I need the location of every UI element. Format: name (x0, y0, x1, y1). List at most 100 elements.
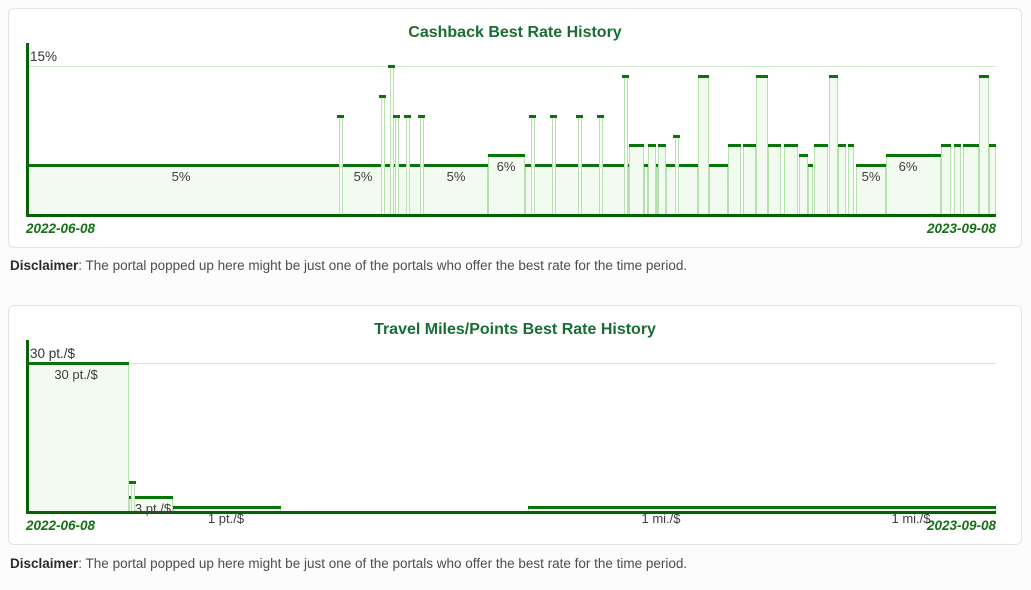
rate-value-label: 1 mi./$ (891, 511, 931, 527)
step-edge (886, 156, 887, 216)
step-edge (656, 166, 657, 216)
rate-value-label: 3 pt./$ (134, 501, 172, 517)
disclaimer-label: Disclaimer (10, 258, 79, 273)
step-edge (727, 166, 728, 216)
rate-spike-cap (597, 114, 604, 118)
y-axis (26, 43, 29, 217)
step-edge (808, 166, 809, 216)
step-edge (838, 146, 839, 216)
step-edge (856, 166, 857, 216)
step-edge (658, 146, 659, 216)
step-fill (644, 166, 648, 216)
step-edge (812, 166, 813, 216)
step-fill (666, 166, 698, 216)
rate-spike-cap (622, 74, 629, 78)
step-line (808, 164, 813, 168)
step-fill (886, 156, 941, 216)
step-fill (528, 508, 996, 513)
step-line (728, 144, 741, 148)
step-line (656, 164, 658, 168)
step-fill (26, 166, 488, 216)
travel-rate-chart: 30 pt./$ 30 pt./$ 3 pt./$ 1 pt./$ 1 mi./$ 1 … (26, 340, 996, 526)
rate-value-label: 1 mi./$ (641, 511, 681, 527)
rate-spike (339, 116, 343, 216)
step-fill (129, 498, 173, 513)
step-edge (648, 146, 649, 216)
step-edge (740, 146, 741, 216)
rate-value-label: 6% (898, 159, 918, 175)
cashback-history-card: Cashback Best Rate History 15% 5% 5% 5% 6% 5… (8, 8, 1022, 248)
step-edge (941, 146, 942, 216)
start-date-label: 2022-06-08 (26, 518, 96, 533)
rate-spike-cap (337, 114, 344, 118)
step-fill (829, 76, 838, 216)
step-line (26, 164, 488, 168)
step-edge (743, 146, 744, 216)
step-fill (814, 146, 828, 216)
rate-spike (395, 116, 399, 216)
step-edge (666, 166, 667, 216)
step-edge (709, 166, 710, 216)
rate-spike (552, 116, 556, 216)
step-fill (989, 146, 996, 216)
step-line (784, 144, 798, 148)
x-axis-date-range: 2022-06-08 2023-09-08 (26, 221, 996, 236)
rate-value-label: 6% (496, 159, 516, 175)
step-fill (838, 146, 846, 216)
end-date-label: 2023-09-08 (926, 221, 996, 236)
step-fill (698, 76, 709, 216)
step-edge (988, 76, 989, 216)
step-line (709, 164, 728, 168)
step-line (829, 74, 838, 78)
step-edge (708, 76, 709, 216)
rate-value-label: 30 pt./$ (54, 367, 98, 382)
step-edge (628, 166, 629, 216)
step-fill (756, 76, 768, 216)
disclaimer-text: : The portal popped up here might be jus… (78, 556, 688, 571)
step-edge (978, 146, 979, 216)
step-edge (963, 146, 964, 216)
step-edge (979, 76, 980, 216)
travel-history-card: Travel Miles/Points Best Rate History 30… (8, 305, 1022, 545)
rate-value-label: 5% (446, 169, 466, 185)
rate-spike-cap (129, 481, 136, 485)
cashback-rate-chart: 15% 5% 5% 5% 6% 5% 6% (26, 43, 996, 217)
step-edge (643, 146, 644, 216)
step-edge (995, 146, 996, 216)
step-edge (799, 156, 800, 216)
rate-spike-cap (379, 94, 386, 98)
step-edge (807, 156, 808, 216)
step-fill (941, 146, 951, 216)
x-axis (26, 214, 996, 217)
step-line (979, 74, 989, 78)
step-line (666, 164, 698, 168)
y-axis (26, 340, 29, 514)
step-edge (644, 166, 645, 216)
step-fill (525, 166, 629, 216)
step-fill (954, 146, 961, 216)
step-edge (755, 146, 756, 216)
step-fill (648, 146, 656, 216)
step-line (838, 144, 846, 148)
step-edge (697, 166, 698, 216)
step-edge (647, 166, 648, 216)
step-edge (848, 146, 849, 216)
step-edge (173, 508, 174, 513)
step-fill (709, 166, 728, 216)
rate-spike-cap (529, 114, 536, 118)
rate-spike (406, 116, 410, 216)
rate-value-label: 5% (353, 169, 373, 185)
step-edge (172, 498, 173, 513)
step-fill (728, 146, 741, 216)
max-gridline (26, 363, 996, 364)
step-line (743, 144, 756, 148)
step-fill (848, 146, 854, 216)
rate-spike (624, 76, 628, 216)
step-line (629, 144, 644, 148)
rate-spike (390, 67, 394, 216)
step-fill (658, 146, 666, 216)
y-axis-max-label: 15% (30, 49, 60, 64)
step-line (768, 144, 781, 148)
y-axis-max-label: 30 pt./$ (30, 346, 78, 361)
step-line (658, 144, 666, 148)
